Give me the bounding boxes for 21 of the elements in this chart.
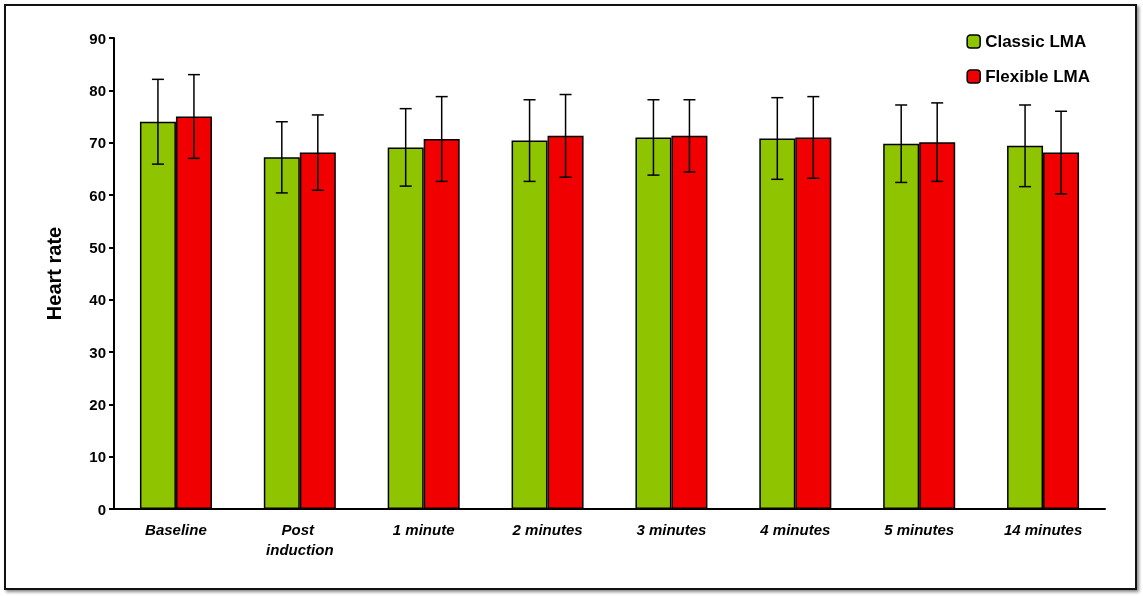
- y-tick-label: 70: [89, 134, 106, 152]
- x-tick-label: 2 minutes: [511, 520, 583, 538]
- x-tick-label: Baseline: [145, 520, 207, 538]
- y-tick-label: 60: [89, 186, 106, 204]
- y-tick-label: 80: [89, 81, 106, 99]
- y-axis-title: Heart rate: [43, 226, 65, 321]
- x-tick-label: 1 minute: [392, 520, 455, 538]
- y-tick-label: 50: [89, 238, 106, 256]
- x-tick-label: 3 minutes: [636, 520, 707, 538]
- legend-label: Flexible LMA: [985, 67, 1091, 86]
- y-tick-label: 40: [89, 291, 106, 309]
- y-tick-label: 0: [97, 500, 106, 518]
- y-tick-label: 30: [89, 343, 106, 361]
- y-tick-label: 10: [89, 448, 106, 466]
- y-tick-label: 20: [89, 395, 106, 413]
- x-tick-label: 4 minutes: [759, 520, 831, 538]
- y-tick-label: 90: [89, 29, 106, 47]
- legend-label: Classic LMA: [985, 32, 1087, 51]
- x-tick-label: Post induction: [266, 520, 334, 558]
- x-tick-label: 14 minutes: [1003, 520, 1083, 538]
- x-tick-label: 5 minutes: [884, 520, 955, 538]
